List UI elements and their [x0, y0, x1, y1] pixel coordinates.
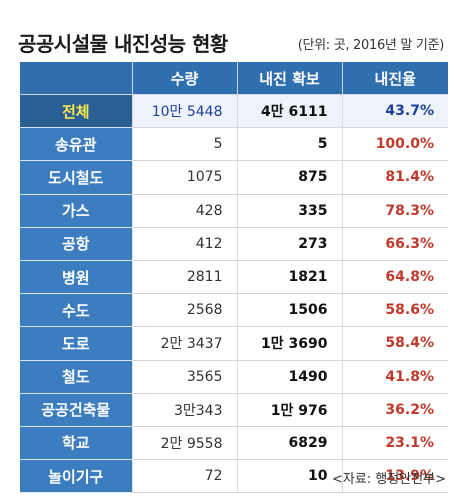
qty-cell: 2만 3437: [131, 326, 237, 361]
qty-cell: 2811: [131, 260, 237, 295]
row-label: 수도: [20, 293, 132, 328]
rate-cell: 100.0%: [341, 127, 448, 162]
rate-cell: 41.8%: [341, 360, 448, 394]
table-row-total: 전체 10만 5448 4만 6111 43.7%: [20, 94, 448, 129]
table-row: 공항 412 273 66.3%: [20, 227, 448, 261]
row-label: 철도: [20, 360, 132, 394]
rate-cell: 58.4%: [341, 326, 448, 361]
secured-cell: 335: [236, 194, 342, 228]
table-row: 철도 3565 1490 41.8%: [20, 360, 448, 394]
header-corner: [20, 62, 132, 95]
row-label: 도시철도: [20, 160, 132, 195]
table-row: 병원 2811 1821 64.8%: [20, 260, 448, 295]
header-rate: 내진율: [341, 62, 448, 95]
table-body: 전체 10만 5448 4만 6111 43.7% 송유관 5 5 100.0% 도시철도 107…: [20, 94, 448, 494]
secured-cell: 6829: [236, 426, 342, 461]
header-row: 수량 내진 확보 내진율: [20, 62, 448, 95]
table-row: 도시철도 1075 875 81.4%: [20, 160, 448, 195]
table-row: 도로 2만 3437 1만 3690 58.4%: [20, 326, 448, 361]
qty-cell: 428: [131, 194, 237, 228]
table-row: 수도 2568 1506 58.6%: [20, 293, 448, 328]
row-label: 병원: [20, 260, 132, 295]
secured-cell: 875: [236, 160, 342, 195]
secured-cell: 273: [236, 227, 342, 261]
table-row: 가스 428 335 78.3%: [20, 194, 448, 228]
rate-cell: 78.3%: [341, 194, 448, 228]
row-label: 전체: [20, 94, 132, 129]
secured-cell: 10: [236, 459, 342, 494]
qty-cell: 2만 9558: [131, 426, 237, 461]
rate-cell: 66.3%: [341, 227, 448, 261]
secured-cell: 1만 976: [236, 393, 342, 427]
secured-cell: 1490: [236, 360, 342, 394]
data-table-container: 수량 내진 확보 내진율 전체 10만 5448 4만 6111 43.7% 송유관 5 5…: [20, 62, 448, 494]
secured-cell: 5: [236, 127, 342, 162]
qty-cell: 10만 5448: [131, 94, 237, 129]
rate-cell: 43.7%: [341, 94, 448, 129]
header-secured: 내진 확보: [236, 62, 342, 95]
table-row: 학교 2만 9558 6829 23.1%: [20, 426, 448, 461]
rate-cell: 13.9%: [341, 459, 448, 494]
qty-cell: 72: [131, 459, 237, 494]
row-label: 송유관: [20, 127, 132, 162]
row-label: 놀이기구: [20, 459, 132, 494]
secured-cell: 1821: [236, 260, 342, 295]
row-label: 공공건축물: [20, 393, 132, 427]
table-header: 수량 내진 확보 내진율: [20, 62, 448, 95]
header-qty: 수량: [131, 62, 237, 95]
qty-cell: 1075: [131, 160, 237, 195]
row-label: 가스: [20, 194, 132, 228]
table-row: 놀이기구 72 10 13.9%: [20, 459, 448, 494]
rate-cell: 23.1%: [341, 426, 448, 461]
row-label: 도로: [20, 326, 132, 361]
rate-cell: 81.4%: [341, 160, 448, 195]
qty-cell: 5: [131, 127, 237, 162]
rate-cell: 58.6%: [341, 293, 448, 328]
row-label: 학교: [20, 426, 132, 461]
row-label: 공항: [20, 227, 132, 261]
secured-cell: 1만 3690: [236, 326, 342, 361]
rate-cell: 36.2%: [341, 393, 448, 427]
qty-cell: 3565: [131, 360, 237, 394]
source-note: <자료: 행정안전부>: [331, 472, 446, 487]
seismic-table: 수량 내진 확보 내진율 전체 10만 5448 4만 6111 43.7% 송유관 5 5…: [20, 62, 448, 494]
table-row: 송유관 5 5 100.0%: [20, 127, 448, 162]
title-row: 공공시설물 내진성능 현황 (단위: 곳, 2016년 말 기준): [18, 28, 448, 58]
secured-cell: 4만 6111: [236, 94, 342, 129]
table-row: 공공건축물 3만343 1만 976 36.2%: [20, 393, 448, 427]
secured-cell: 1506: [236, 293, 342, 328]
qty-cell: 2568: [131, 293, 237, 328]
page-title: 공공시설물 내진성능 현황: [18, 32, 228, 56]
unit-note: (단위: 곳, 2016년 말 기준): [297, 38, 445, 53]
qty-cell: 412: [131, 227, 237, 261]
rate-cell: 64.8%: [341, 260, 448, 295]
qty-cell: 3만343: [131, 393, 237, 427]
